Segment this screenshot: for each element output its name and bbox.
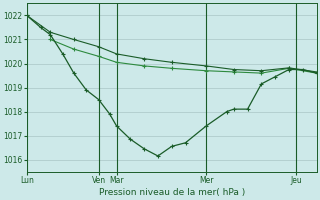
X-axis label: Pression niveau de la mer( hPa ): Pression niveau de la mer( hPa ) xyxy=(99,188,245,197)
